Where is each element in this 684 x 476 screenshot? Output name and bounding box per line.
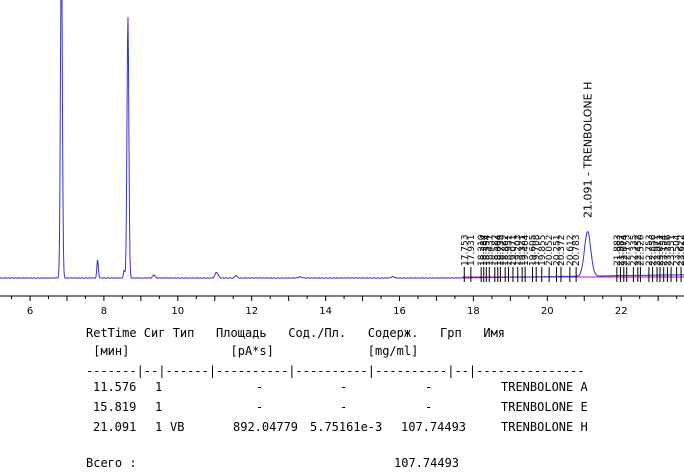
ret-time-cell: 11.576 [93, 380, 137, 394]
name-cell: TRENBOLONE A [501, 380, 588, 394]
report-separator: -------|--|------|----------|----------|… [86, 364, 585, 378]
report-header: RetTime Сиг Тип Площадь Сод./Пл. Содерж.… [86, 326, 506, 340]
peak-rt-label: 17.931 [467, 235, 477, 267]
peak-rt-label: 22.452 [634, 235, 644, 267]
peak-rt-label: 18.951 [505, 235, 515, 267]
amount-cell: - [425, 380, 433, 394]
x-tick-label: 12 [245, 306, 258, 317]
x-tick-label: 20 [541, 306, 554, 317]
x-tick-label: 10 [171, 306, 184, 317]
peak-rt-label: 20.783 [572, 235, 582, 267]
x-tick-label: 8 [101, 306, 107, 317]
peak-rt-label: 19.071 [509, 235, 519, 267]
peak-rt-label: 23.713 [681, 235, 684, 267]
signal-cell: 1 [155, 380, 163, 394]
peak-rt-label: 21.883 [613, 235, 623, 267]
peak-rt-label: 22.074 [620, 234, 630, 266]
ret-time-cell: 15.819 [93, 400, 137, 414]
peak-rt-label: 19.404 [521, 234, 531, 266]
peak-rt-label: 23.256 [663, 234, 673, 266]
peak-rt-label: 19.855 [538, 235, 548, 267]
signal-cell: 1 [155, 420, 163, 434]
peak-rt-label: 22.520 [636, 234, 646, 266]
peak-rt-label: 23.622 [677, 235, 684, 267]
total-label: Всего : [86, 456, 137, 470]
peak-rt-label: 22.153 [623, 235, 633, 267]
ret-time-cell: 21.091 [93, 420, 137, 434]
x-tick-label: 14 [319, 306, 332, 317]
peak-rt-label: 23.351 [667, 235, 677, 267]
peak-rt-label: 20.251 [553, 235, 563, 267]
x-tick-label: 18 [467, 306, 480, 317]
peak-rt-label: 22.753 [645, 235, 655, 267]
total-value: 107.74493 [394, 456, 460, 470]
results-report: RetTime Сиг Тип Площадь Сод./Пл. Содерж.… [0, 318, 684, 476]
peak-rt-label: 21.982 [616, 235, 626, 267]
peak-rt-label: 17.753 [460, 235, 470, 267]
area-cell: 892.04779 [233, 420, 299, 434]
ratio-cell: 5.75161e-3 [310, 420, 383, 434]
peak-rt-label: 18.862 [501, 235, 511, 267]
area-cell: - [256, 400, 264, 414]
report-units: [мин] [pA*s] [mg/ml] [86, 344, 419, 358]
peak-rt-label: 18.210 [477, 234, 487, 266]
x-tick-label: 22 [615, 306, 628, 317]
x-tick-label: 16 [393, 306, 406, 317]
peak-rt-label: 19.708 [532, 234, 542, 266]
peak-rt-label: 19.203 [514, 235, 524, 267]
peak-rt-label: 18.431 [485, 235, 495, 267]
peak-rt-label: 18.284 [480, 234, 490, 266]
x-tick-label: 6 [27, 306, 33, 317]
peak-rt-label: 20.612 [566, 235, 576, 267]
name-cell: TRENBOLONE E [501, 400, 588, 414]
peak-label-trenbolone-h: 21.091 - TRENBOLONE H [582, 82, 595, 218]
peak-rt-label: 22.971 [653, 235, 663, 267]
peak-rt-label: 20.052 [545, 235, 555, 267]
peak-rt-label: 22.856 [649, 234, 659, 266]
amount-cell: 107.74493 [401, 420, 467, 434]
ratio-cell: - [340, 400, 348, 414]
peak-rt-label: 22.335 [629, 235, 639, 267]
peak-rt-label: 23.504 [673, 234, 683, 266]
signal-cell: 1 [155, 400, 163, 414]
peak-rt-label: 19.321 [518, 235, 528, 267]
peak-rt-label: 19.605 [529, 235, 539, 267]
area-cell: - [256, 380, 264, 394]
ratio-cell: - [340, 380, 348, 394]
peak-rt-label: 18.738 [496, 234, 506, 266]
peak-rt-label: 23.052 [656, 235, 666, 267]
peak-rt-label: 18.582 [491, 235, 501, 267]
peak-rt-label: 18.354 [482, 234, 492, 266]
name-cell: TRENBOLONE H [501, 420, 588, 434]
peak-rt-label: 23.154 [660, 234, 670, 266]
peak-rt-label: 18.664 [494, 234, 504, 266]
peak-rt-label: 20.372 [557, 235, 567, 267]
type-cell: VB [170, 420, 185, 434]
amount-cell: - [425, 400, 433, 414]
